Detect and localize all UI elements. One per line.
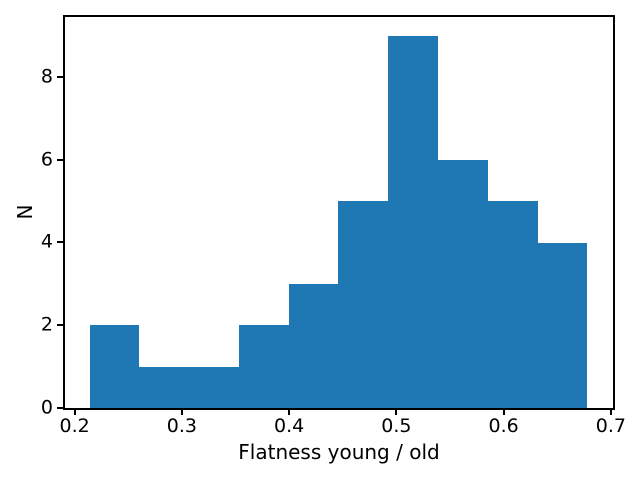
- x-tick-label: 0.3: [166, 415, 197, 437]
- histogram-bar: [537, 242, 588, 408]
- y-tick-label: 4: [40, 230, 53, 253]
- histogram-bar: [89, 325, 139, 408]
- histogram-bar: [138, 366, 190, 408]
- y-tick-mark: [57, 241, 63, 244]
- y-tick-mark: [57, 75, 63, 78]
- x-tick-mark: [180, 410, 183, 415]
- plot-area: 0.2 0.3 0.4 0.5 0.6 0.7 0 2 4 6 8: [41, 15, 626, 436]
- x-tick-mark: [288, 410, 291, 415]
- x-tick-label: 0.2: [59, 415, 90, 437]
- x-tick-mark: [502, 410, 505, 415]
- y-axis-label: N: [13, 204, 37, 220]
- y-tick-mark: [57, 324, 63, 327]
- y-tick-label: 2: [40, 313, 53, 336]
- x-tick-label: 0.5: [381, 415, 412, 437]
- bars-layer: [65, 17, 613, 408]
- histogram-bar: [338, 201, 388, 408]
- y-tick-label: 0: [40, 396, 53, 419]
- histogram-bar: [238, 325, 290, 408]
- x-tick-mark: [609, 410, 612, 415]
- y-tick-mark: [57, 407, 63, 409]
- histogram-bar: [387, 35, 439, 408]
- y-tick-mark: [57, 158, 63, 161]
- x-tick-label: 0.7: [595, 415, 626, 437]
- histogram-bar: [487, 201, 538, 408]
- x-tick-label: 0.4: [274, 415, 305, 437]
- y-tick-label: 8: [40, 65, 53, 88]
- histogram-bar: [189, 366, 239, 408]
- histogram-bar: [289, 283, 339, 408]
- y-tick-label: 6: [40, 148, 53, 171]
- x-tick-mark: [73, 410, 76, 415]
- x-tick-label: 0.6: [488, 415, 519, 437]
- x-axis-label: Flatness young / old: [238, 440, 440, 464]
- x-tick-mark: [395, 410, 398, 415]
- histogram-bar: [438, 159, 488, 408]
